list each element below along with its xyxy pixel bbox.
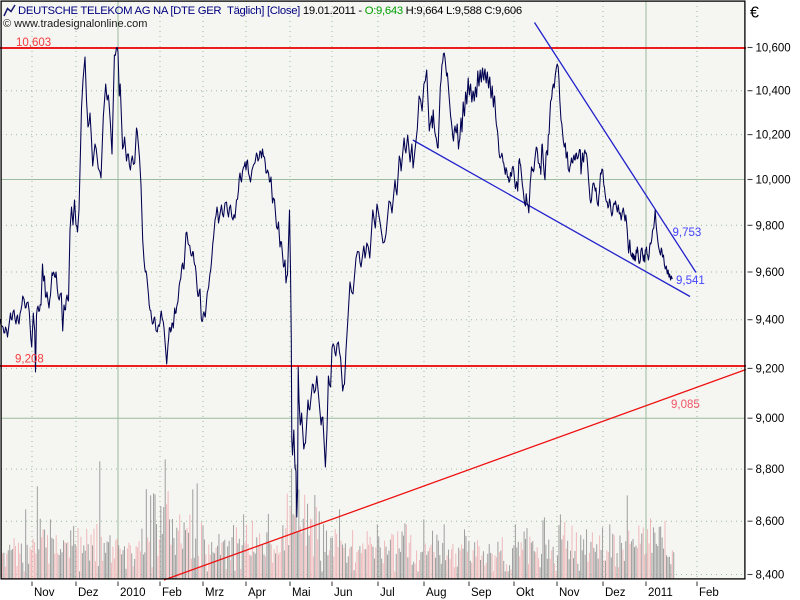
svg-text:Mai: Mai — [292, 587, 311, 599]
svg-text:DEUTSCHE TELEKOM AG NA [DTE GE: DEUTSCHE TELEKOM AG NA [DTE GER Täglich]… — [18, 5, 522, 17]
svg-text:10,600: 10,600 — [756, 43, 791, 55]
svg-text:2011: 2011 — [648, 587, 673, 599]
svg-text:8,800: 8,800 — [756, 464, 785, 476]
svg-text:8,600: 8,600 — [756, 516, 785, 528]
svg-text:9,400: 9,400 — [756, 315, 785, 327]
svg-text:Dez: Dez — [605, 587, 626, 599]
svg-text:Dez: Dez — [78, 587, 99, 599]
svg-text:Apr: Apr — [248, 587, 266, 599]
svg-text:9,085: 9,085 — [671, 399, 700, 411]
svg-text:9,200: 9,200 — [756, 363, 785, 375]
svg-text:10,400: 10,400 — [756, 86, 791, 98]
svg-text:© www.tradesignalonline.com: © www.tradesignalonline.com — [3, 18, 147, 30]
svg-text:9,753: 9,753 — [673, 227, 702, 239]
svg-text:10,200: 10,200 — [756, 130, 791, 142]
svg-text:9,800: 9,800 — [756, 220, 785, 232]
svg-text:2010: 2010 — [120, 587, 146, 599]
svg-text:€: € — [750, 5, 759, 22]
svg-text:Okt: Okt — [516, 587, 535, 599]
svg-text:Nov: Nov — [559, 587, 580, 599]
svg-text:9,000: 9,000 — [756, 413, 785, 425]
svg-text:Aug: Aug — [426, 587, 446, 599]
svg-text:Sep: Sep — [471, 587, 491, 599]
svg-text:Mrz: Mrz — [205, 587, 224, 599]
svg-text:Jun: Jun — [334, 587, 353, 599]
svg-text:9,600: 9,600 — [756, 267, 785, 279]
svg-text:Nov: Nov — [34, 587, 55, 599]
svg-text:10,603: 10,603 — [16, 37, 51, 49]
svg-text:8,400: 8,400 — [756, 570, 785, 582]
svg-text:Feb: Feb — [162, 587, 182, 599]
svg-text:9,208: 9,208 — [15, 354, 44, 366]
svg-text:Jul: Jul — [380, 587, 395, 599]
svg-text:10,000: 10,000 — [756, 175, 791, 187]
svg-text:Feb: Feb — [699, 587, 719, 599]
svg-text:9,541: 9,541 — [676, 275, 705, 287]
